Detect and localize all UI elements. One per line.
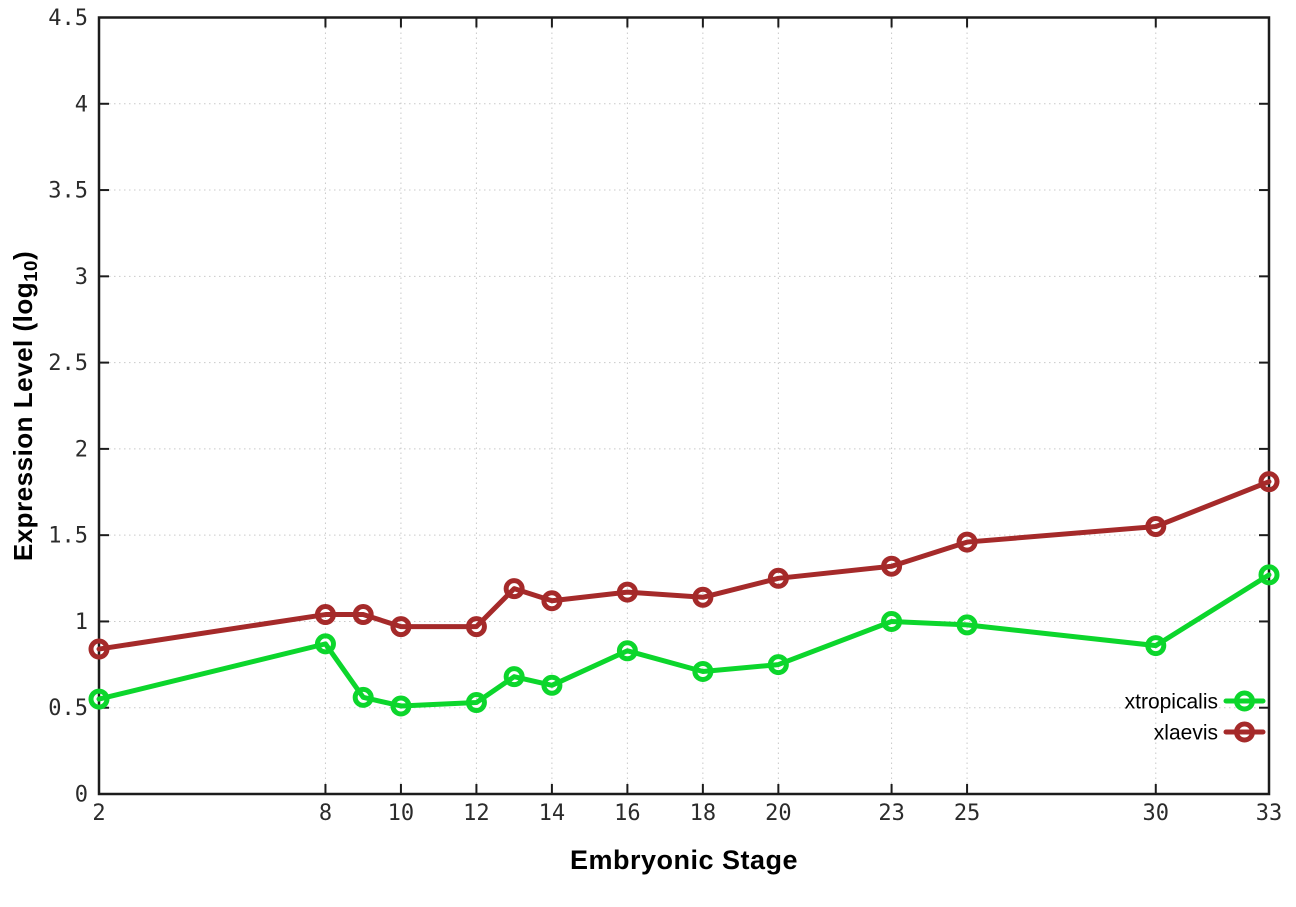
data-point-xtropicalis [956,614,978,636]
data-point-xlaevis [314,604,336,626]
x-tick-label: 10 [388,801,415,826]
x-tick-label: 16 [614,801,641,826]
data-point-xtropicalis [1258,564,1280,586]
data-point-xlaevis [956,531,978,553]
x-tick-label: 25 [954,801,981,826]
y-tick-label: 0 [75,783,88,808]
x-axis-title: Embryonic Stage [569,845,799,875]
data-point-xlaevis [88,638,110,660]
data-point-xlaevis [881,555,903,577]
data-point-xlaevis [465,616,487,638]
y-tick-label: 1.5 [48,524,88,549]
x-tick-label: 18 [690,801,717,826]
legend-sample-marker-xtropicalis [1234,690,1255,712]
x-tick-label: 2 [92,801,105,826]
data-point-xlaevis [1258,471,1280,493]
x-tick-label: 30 [1143,801,1170,826]
data-point-xlaevis [541,590,563,612]
data-point-xlaevis [616,581,638,603]
y-tick-label: 3.5 [48,179,88,204]
series-line-xlaevis [96,479,1272,652]
data-point-xtropicalis [88,688,110,710]
data-point-xlaevis [692,586,714,608]
x-tick-label: 12 [463,801,490,826]
y-tick-label: 2.5 [48,351,88,376]
data-point-xtropicalis [881,610,903,632]
data-point-xtropicalis [541,674,563,696]
legend-sample-marker-xlaevis [1234,721,1255,743]
y-tick-label: 1 [75,610,88,635]
data-point-xlaevis [352,604,374,626]
data-point-xtropicalis [390,695,412,717]
x-tick-label: 8 [319,801,332,826]
y-axis-title-text: Expression Level (log [7,281,38,562]
data-point-xlaevis [390,616,412,638]
plot-border [97,16,1271,796]
data-point-xtropicalis [465,692,487,714]
y-tick-label: 4 [75,92,88,117]
data-point-xtropicalis [616,640,638,662]
y-tick-label: 0.5 [48,696,88,721]
y-tick-label: 4.5 [48,6,88,31]
y-axis-title: Expression Level (log10) [8,251,42,561]
x-tick-label: 33 [1256,801,1283,826]
legend-label-xtropicalis: xtropicalis [1125,691,1218,714]
data-point-xlaevis [503,578,525,600]
x-tick-label: 20 [765,801,792,826]
data-point-xtropicalis [314,633,336,655]
data-point-xtropicalis [767,654,789,676]
y-tick-label: 3 [75,265,88,290]
data-point-xtropicalis [692,660,714,682]
x-tick-label: 23 [878,801,905,826]
legend-label-xlaevis: xlaevis [1154,722,1218,745]
data-point-xtropicalis [503,666,525,688]
data-point-xtropicalis [352,686,374,708]
data-point-xlaevis [767,567,789,589]
y-axis-title-close: ) [7,250,38,261]
y-tick-label: 2 [75,437,88,462]
data-point-xlaevis [1145,516,1167,538]
x-tick-label: 14 [539,801,566,826]
data-point-xtropicalis [1145,635,1167,657]
y-axis-title-subscript: 10 [20,260,42,282]
